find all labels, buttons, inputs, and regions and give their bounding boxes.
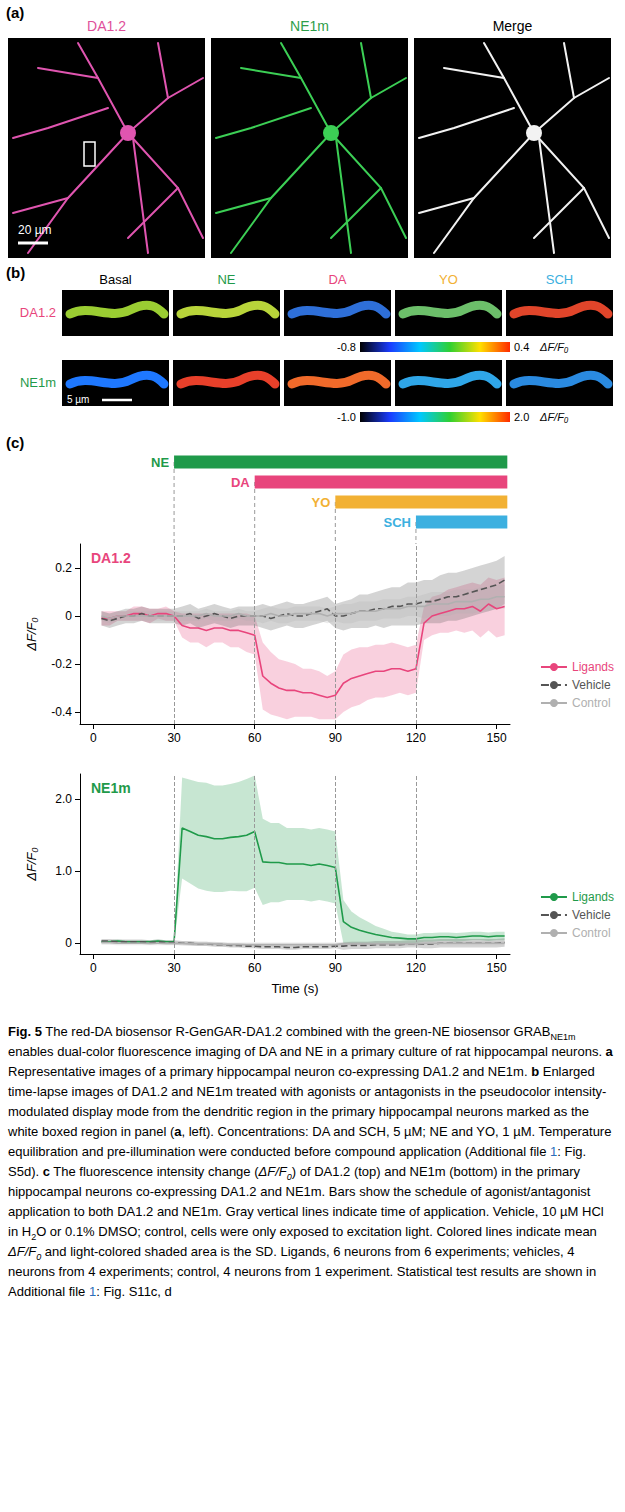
svg-text:Time (s): Time (s) <box>271 981 318 996</box>
svg-text:30: 30 <box>167 731 181 745</box>
svg-text:Control: Control <box>572 696 611 710</box>
html-text:Fig. 5 The red-DA biosensor R-: Fig. 5 The red-DA biosensor R-GenGAR-DA1… <box>8 1024 576 1042</box>
svg-text:120: 120 <box>406 731 426 745</box>
svg-text:DA1.2: DA1.2 <box>20 305 56 320</box>
svg-text:NE: NE <box>151 455 169 470</box>
svg-text:2.0: 2.0 <box>514 411 529 423</box>
svg-text:0: 0 <box>65 936 72 950</box>
svg-text:20 µm: 20 µm <box>18 223 52 237</box>
svg-text:90: 90 <box>329 961 343 975</box>
svg-text:NE: NE <box>217 272 235 287</box>
svg-text:2.0: 2.0 <box>55 792 72 806</box>
svg-text:DA1.2: DA1.2 <box>91 550 131 566</box>
svg-text:Merge: Merge <box>493 18 533 34</box>
svg-text:120: 120 <box>406 961 426 975</box>
svg-text:NE1m: NE1m <box>91 780 131 796</box>
svg-text:0.2: 0.2 <box>55 561 72 575</box>
html-text:(c): (c) <box>6 434 25 451</box>
svg-text:Basal: Basal <box>99 272 132 287</box>
svg-text:Ligands: Ligands <box>572 890 614 904</box>
svg-text:30: 30 <box>167 961 181 975</box>
svg-text:150: 150 <box>487 961 507 975</box>
svg-text:Vehicle: Vehicle <box>572 908 611 922</box>
html-text:Representative images of a pri: Representative images of a primary hippo… <box>8 1064 612 1242</box>
svg-text:0: 0 <box>90 961 97 975</box>
svg-text:60: 60 <box>248 731 262 745</box>
svg-text:0.4: 0.4 <box>514 341 529 353</box>
svg-text:-0.8: -0.8 <box>337 341 356 353</box>
svg-text:-0.2: -0.2 <box>51 657 72 671</box>
svg-text:90: 90 <box>329 731 343 745</box>
svg-text:DA: DA <box>231 475 250 490</box>
html-text:ΔF/F0and light-colored shaded: ΔF/F0and light-colored shaded area is th… <box>8 1244 597 1299</box>
svg-text:DA1.2: DA1.2 <box>87 18 126 34</box>
svg-text:-1.0: -1.0 <box>337 411 356 423</box>
svg-text:0: 0 <box>90 731 97 745</box>
svg-text:SCH: SCH <box>383 515 410 530</box>
svg-text:ΔF/F₀: ΔF/F₀ <box>539 341 569 353</box>
svg-text:ΔF/F₀: ΔF/F₀ <box>24 617 39 652</box>
svg-text:DA: DA <box>328 272 346 287</box>
svg-text:-0.4: -0.4 <box>51 705 72 719</box>
svg-text:0: 0 <box>65 609 72 623</box>
svg-text:(b): (b) <box>6 264 25 281</box>
svg-text:YO: YO <box>312 495 331 510</box>
svg-text:Vehicle: Vehicle <box>572 678 611 692</box>
svg-text:ΔF/F₀: ΔF/F₀ <box>539 411 569 423</box>
svg-text:5 µm: 5 µm <box>67 394 89 405</box>
svg-text:SCH: SCH <box>546 272 573 287</box>
svg-text:1.0: 1.0 <box>55 864 72 878</box>
html-text:enables dual-color fluorescenc: enables dual-color fluorescence imaging … <box>8 1044 613 1059</box>
svg-text:NE1m: NE1m <box>20 375 56 390</box>
svg-text:Control: Control <box>572 926 611 940</box>
svg-text:YO: YO <box>439 272 458 287</box>
svg-text:NE1m: NE1m <box>290 18 329 34</box>
svg-text:60: 60 <box>248 961 262 975</box>
svg-text:Ligands: Ligands <box>572 660 614 674</box>
svg-text:150: 150 <box>487 731 507 745</box>
svg-text:ΔF/F₀: ΔF/F₀ <box>24 847 39 882</box>
svg-text:(a): (a) <box>6 4 24 21</box>
